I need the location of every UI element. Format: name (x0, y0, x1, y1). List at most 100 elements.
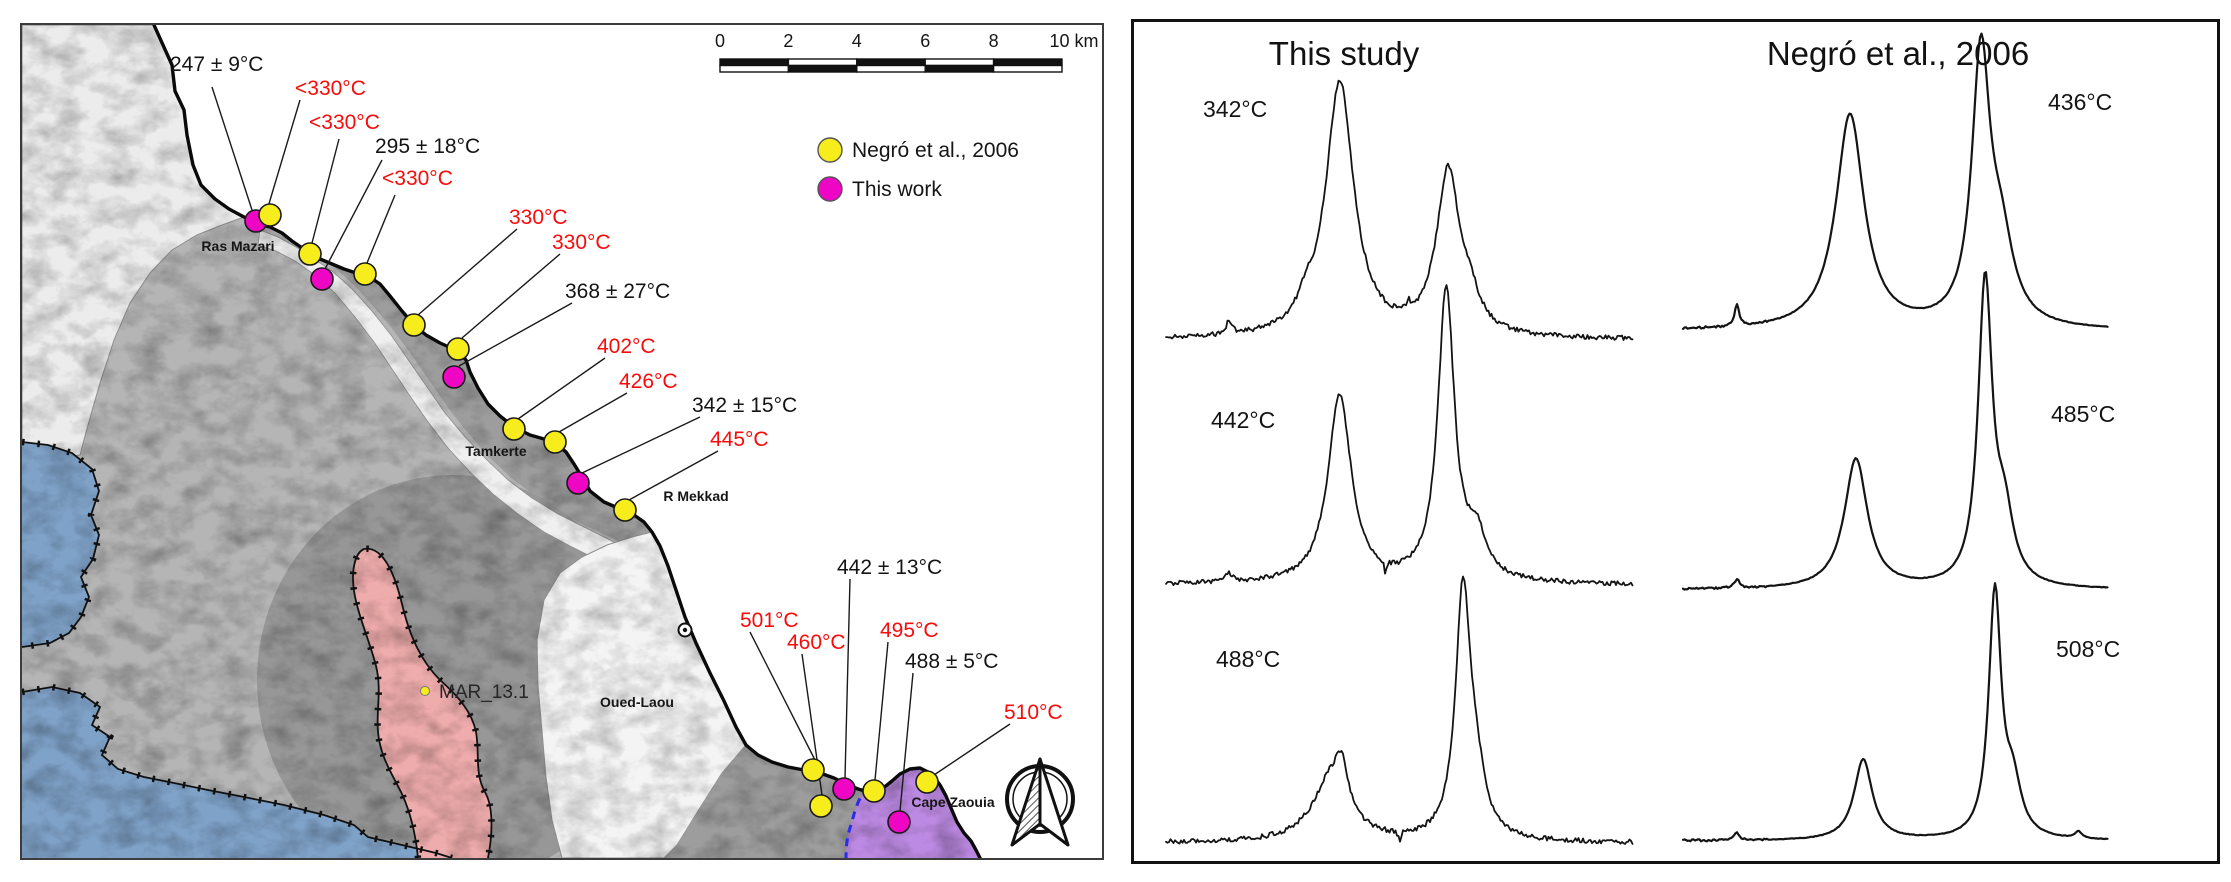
temperature-label: <330°C (382, 167, 453, 190)
spectrum-trace-508C (1681, 582, 2109, 843)
sample-marker-this-work (566, 471, 590, 495)
scale-tick-label: 4 (852, 31, 862, 51)
sample-marker-this-work (832, 777, 856, 801)
sample-marker-negro (502, 417, 526, 441)
temperature-label: 426°C (619, 370, 678, 393)
sample-marker-negro (613, 498, 637, 522)
legend-label-thiswork: This work (852, 178, 942, 201)
spectrum-label: 342°C (1203, 96, 1267, 122)
leader-lines (211, 86, 1011, 812)
column-title-negro: Negró et al., 2006 (1766, 35, 2030, 72)
temperature-label: 402°C (597, 335, 656, 358)
town-symbol (677, 622, 693, 638)
spectra-chart: 342°C 442°C 488°C 436°C 485°C 508°C (1165, 32, 2120, 845)
place-labels: Ras Mazari Tamkerte R Mekkad Oued-Laou Cape … (201, 238, 994, 810)
sample-marker-negro (353, 262, 377, 286)
sample-label: MAR_13.1 (439, 682, 529, 703)
sample-dot (420, 686, 430, 696)
temperature-label: 460°C (787, 631, 846, 654)
temperature-label: <330°C (295, 77, 366, 100)
sample-point-mar131: MAR_13.1 (420, 682, 529, 703)
temperature-label: 442 ± 13°C (837, 556, 942, 579)
sample-marker-negro (298, 242, 322, 266)
place-label-tamkerte: Tamkerte (465, 443, 526, 459)
scale-bar-segment (787, 64, 858, 73)
leader-line (211, 86, 253, 211)
temperature-label: 488 ± 5°C (905, 650, 998, 673)
temperature-label: 495°C (880, 619, 939, 642)
legend-symbol-negro (817, 137, 843, 163)
scale-bar-segment (992, 58, 1063, 67)
leader-line (311, 138, 340, 244)
temperature-label: <330°C (309, 111, 380, 134)
dashed-boundary (844, 785, 870, 858)
scale-bar-segment (924, 64, 995, 73)
sample-marker-negro (915, 770, 939, 794)
leader-line (581, 416, 701, 474)
legend-symbol-thiswork (817, 176, 843, 202)
sample-marker-negro (543, 430, 567, 454)
scale-bar: 0 2 4 6 8 10 km (715, 31, 1099, 73)
thrust-faults (22, 438, 495, 858)
sample-marker-negro (402, 313, 426, 337)
scale-bar-segment (719, 58, 790, 67)
sample-marker-this-work (442, 365, 466, 389)
sample-marker-this-work (310, 267, 334, 291)
scale-bar-segment (787, 58, 858, 67)
sample-marker-negro (446, 337, 470, 361)
spectrum-trace-442C (1165, 284, 1634, 587)
place-label-oued-laou: Oued-Laou (600, 694, 674, 710)
scale-end-label: 10 km (1049, 31, 1098, 51)
temperature-label: 510°C (1004, 701, 1063, 724)
scale-bar-segment (856, 64, 926, 73)
leader-line (458, 302, 573, 367)
place-label-ras-mazari: Ras Mazari (201, 238, 274, 254)
scale-tick-label: 6 (920, 31, 930, 51)
temperature-label: 330°C (509, 206, 568, 229)
leader-line (267, 99, 301, 208)
sample-marker-negro (809, 794, 833, 818)
leader-line (558, 392, 628, 433)
leader-line (461, 253, 561, 339)
leader-line (844, 578, 851, 779)
north-arrow-icon (1005, 757, 1075, 847)
sample-markers (244, 203, 939, 834)
legend-label-negro: Negró et al., 2006 (852, 139, 1019, 162)
geological-map-panel: MAR_13.1 Ras Mazari Tamkerte R Mekkad Oued-… (20, 23, 1104, 860)
scale-bar-segment (719, 64, 790, 73)
scale-bar-segment (924, 58, 995, 67)
leader-line (517, 357, 606, 420)
leader-line (933, 723, 1011, 776)
sample-marker-negro (801, 758, 825, 782)
leader-line (874, 641, 889, 781)
temperature-label: 445°C (710, 428, 769, 451)
leader-line (417, 228, 518, 316)
scale-bar-segment (992, 64, 1063, 73)
spectrum-label: 442°C (1211, 407, 1275, 433)
temperature-label: 295 ± 18°C (375, 135, 480, 158)
leader-line (628, 450, 719, 501)
leader-line (324, 159, 383, 270)
spectrum-label: 488°C (1216, 646, 1280, 672)
spectrum-label: 436°C (2048, 89, 2112, 115)
sample-marker-this-work (887, 810, 911, 834)
scale-tick-label: 0 (715, 31, 725, 51)
place-label-cape-zaouia: Cape Zaouia (911, 794, 994, 810)
leader-line (899, 672, 914, 812)
map-legend: Negró et al., 2006 This work (817, 137, 1019, 202)
spectrum-trace-342C (1165, 79, 1634, 341)
spectrum-label: 485°C (2051, 401, 2115, 427)
temperature-label: 330°C (552, 231, 611, 254)
leader-line (366, 194, 396, 264)
spectrum-trace-436C (1681, 32, 2109, 330)
place-label-r-mekkad: R Mekkad (663, 488, 728, 504)
temperature-label: 342 ± 15°C (692, 394, 797, 417)
sample-marker-negro (862, 779, 886, 803)
scale-bar-segment (856, 58, 926, 67)
scale-tick-label: 2 (783, 31, 793, 51)
geological-map: MAR_13.1 Ras Mazari Tamkerte R Mekkad Oued-… (22, 25, 1099, 858)
leader-line (749, 631, 816, 761)
spectrum-trace-488C (1165, 575, 1634, 845)
